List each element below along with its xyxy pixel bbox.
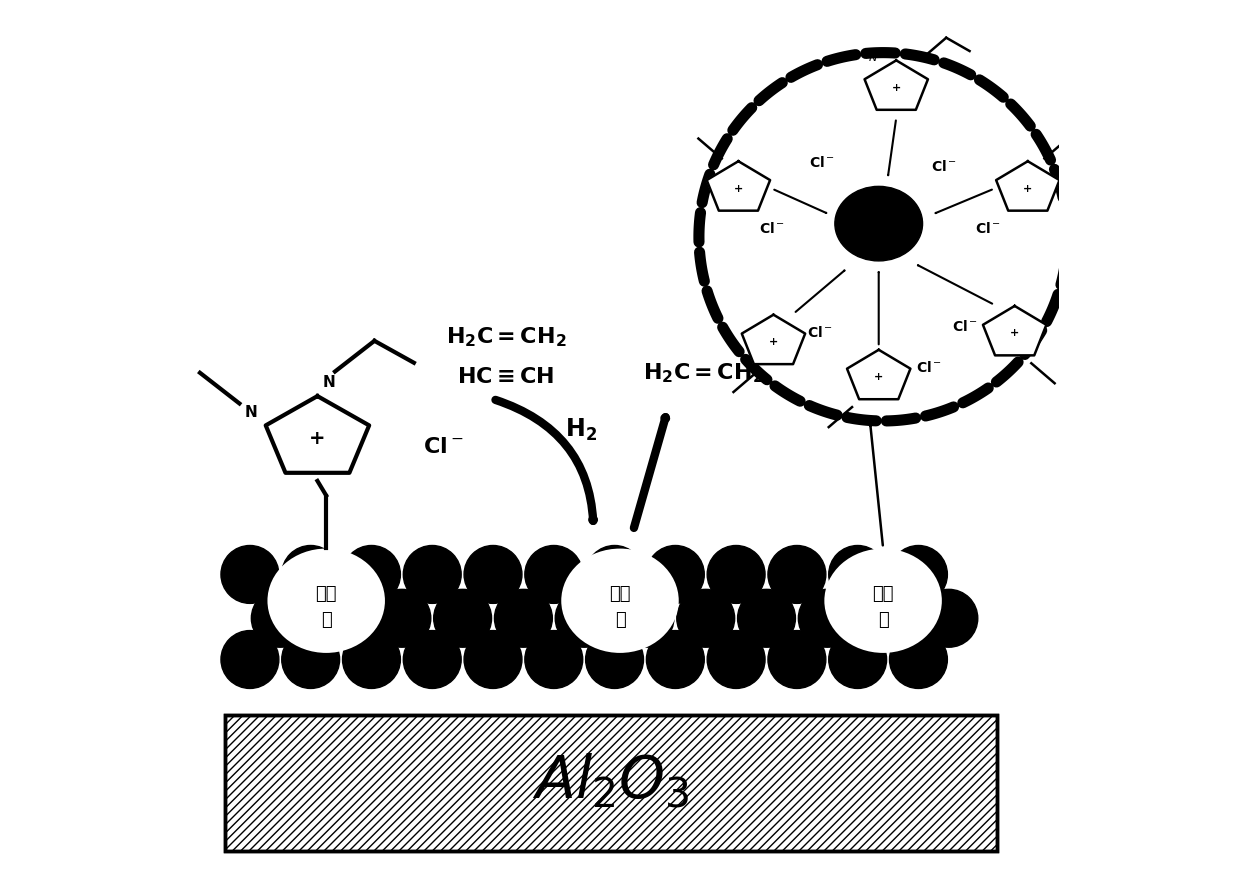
Circle shape	[281, 545, 340, 603]
Circle shape	[646, 631, 704, 688]
Text: $\mathit{Al_2O_3}$: $\mathit{Al_2O_3}$	[532, 751, 689, 810]
Text: 卡宾: 卡宾	[315, 585, 337, 602]
Text: 卡宾: 卡宾	[873, 585, 894, 602]
Polygon shape	[742, 315, 805, 364]
Circle shape	[799, 589, 856, 647]
Text: +: +	[769, 337, 779, 347]
FancyArrowPatch shape	[888, 120, 895, 175]
Circle shape	[281, 631, 340, 688]
Text: +: +	[1011, 328, 1019, 339]
Circle shape	[768, 545, 826, 603]
Circle shape	[221, 545, 279, 603]
Circle shape	[920, 589, 978, 647]
Circle shape	[646, 545, 704, 603]
Circle shape	[889, 631, 947, 688]
Circle shape	[998, 317, 1030, 349]
Circle shape	[495, 589, 552, 647]
Polygon shape	[983, 306, 1047, 355]
Circle shape	[1012, 173, 1044, 204]
Text: Cl$^-$: Cl$^-$	[931, 159, 957, 175]
Text: +: +	[309, 429, 326, 448]
Circle shape	[403, 545, 461, 603]
Circle shape	[768, 631, 826, 688]
Circle shape	[859, 589, 918, 647]
Text: N: N	[714, 150, 723, 160]
Text: Cl$^-$: Cl$^-$	[807, 324, 833, 339]
Text: 钯: 钯	[615, 611, 625, 629]
Circle shape	[342, 545, 401, 603]
Text: 钯: 钯	[878, 611, 889, 629]
Circle shape	[289, 410, 346, 467]
Circle shape	[707, 545, 765, 603]
Text: N: N	[869, 53, 877, 63]
Text: +: +	[734, 183, 743, 194]
Bar	[226, 715, 997, 851]
Text: N: N	[1044, 150, 1052, 160]
Circle shape	[889, 545, 947, 603]
Text: +: +	[874, 372, 883, 382]
Polygon shape	[996, 161, 1059, 210]
Circle shape	[828, 545, 887, 603]
Circle shape	[707, 631, 765, 688]
Circle shape	[403, 631, 461, 688]
FancyArrowPatch shape	[870, 425, 883, 545]
FancyArrowPatch shape	[918, 265, 992, 303]
Circle shape	[373, 589, 430, 647]
Text: $\mathbf{HC{\equiv}CH}$: $\mathbf{HC{\equiv}CH}$	[458, 367, 554, 387]
Circle shape	[312, 589, 370, 647]
Circle shape	[252, 589, 309, 647]
Circle shape	[828, 631, 887, 688]
Bar	[226, 715, 997, 851]
FancyArrowPatch shape	[774, 189, 826, 213]
Ellipse shape	[269, 551, 383, 651]
Circle shape	[880, 72, 913, 103]
Circle shape	[723, 173, 754, 204]
Text: 卡宾: 卡宾	[609, 585, 631, 602]
Circle shape	[464, 545, 522, 603]
Text: N: N	[915, 53, 924, 63]
Text: 钯: 钯	[321, 611, 331, 629]
Circle shape	[525, 631, 583, 688]
Text: +: +	[892, 82, 901, 93]
Text: Cl$^-$: Cl$^-$	[975, 221, 1001, 236]
Ellipse shape	[563, 551, 677, 651]
Text: N: N	[244, 405, 257, 420]
Text: Cl$^-$: Cl$^-$	[423, 438, 464, 457]
Ellipse shape	[835, 186, 923, 261]
FancyArrowPatch shape	[496, 400, 594, 521]
Circle shape	[342, 631, 401, 688]
Text: +: +	[1023, 183, 1033, 194]
Circle shape	[585, 631, 644, 688]
FancyArrowPatch shape	[634, 417, 666, 528]
Text: Cl$^-$: Cl$^-$	[808, 154, 835, 170]
Circle shape	[677, 589, 734, 647]
Circle shape	[863, 361, 895, 393]
FancyArrowPatch shape	[936, 189, 992, 213]
Text: Cl$^-$: Cl$^-$	[951, 319, 977, 334]
Polygon shape	[847, 350, 910, 399]
Circle shape	[434, 589, 491, 647]
Circle shape	[221, 631, 279, 688]
Circle shape	[464, 631, 522, 688]
Text: $\mathbf{H_2C{=}CH_2}$: $\mathbf{H_2C{=}CH_2}$	[644, 361, 764, 384]
Circle shape	[585, 545, 644, 603]
Polygon shape	[864, 61, 928, 110]
Circle shape	[616, 589, 673, 647]
Circle shape	[758, 326, 790, 358]
Text: $\mathbf{H_2C{=}CH_2}$: $\mathbf{H_2C{=}CH_2}$	[445, 326, 567, 349]
Text: Cl$^-$: Cl$^-$	[915, 360, 941, 374]
Circle shape	[556, 589, 613, 647]
Circle shape	[738, 589, 795, 647]
Text: $\mathbf{H_2}$: $\mathbf{H_2}$	[564, 417, 596, 443]
Text: Cl$^-$: Cl$^-$	[759, 221, 785, 236]
Circle shape	[525, 545, 583, 603]
Polygon shape	[707, 161, 770, 210]
FancyArrowPatch shape	[796, 270, 844, 312]
Ellipse shape	[826, 551, 940, 651]
Polygon shape	[265, 396, 370, 473]
Text: N: N	[322, 374, 335, 389]
